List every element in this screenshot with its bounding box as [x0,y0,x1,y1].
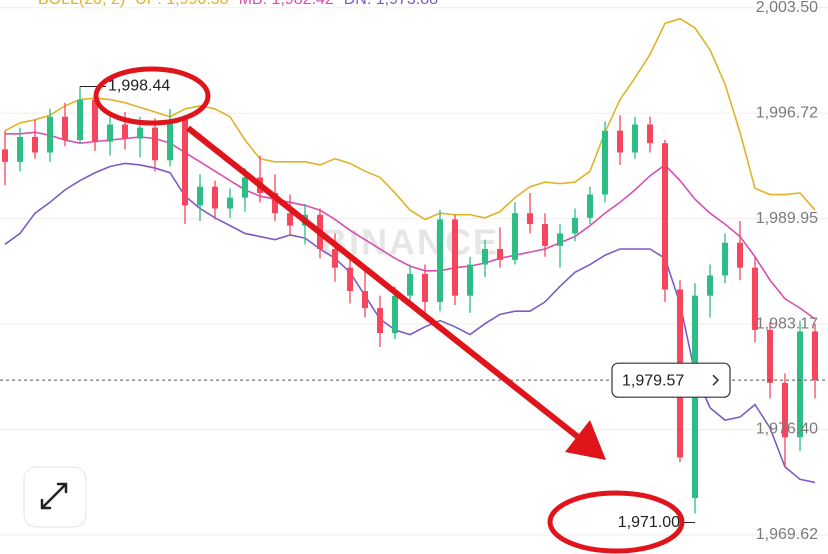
candle-body [497,248,503,260]
candle-body [572,217,578,234]
expand-icon[interactable] [40,482,68,510]
candle-body [722,242,728,276]
high-label: 1,998.44 [108,78,170,95]
header-item: DN: 1,973.88 [344,0,438,8]
candle-body [107,124,113,142]
y-tick-label: 1,996.72 [756,105,818,122]
candle-body [377,308,383,334]
candle-body [197,186,203,206]
chevron [712,374,720,386]
candle-body [137,127,143,139]
candle-body [782,382,788,438]
y-tick-label: 1,969.62 [756,526,818,543]
candle-body [767,329,773,383]
candle-body [62,116,68,141]
indicator-header: BOLL(20, 2) UP: 1,990.58 MB: 1,982.42 DN: 1… [38,0,438,8]
candle-body [662,143,668,290]
grid [0,7,828,536]
candle-body [752,267,758,330]
candle-body [527,213,533,225]
candle-body [347,267,353,292]
candle-body [17,136,23,162]
arrow-head [565,420,606,460]
candle-body [332,248,338,268]
candle-body [122,124,128,139]
y-tick-label: 1,983.17 [756,315,818,332]
header-item: MB: 1,982.42 [239,0,334,8]
candle-body [812,331,818,381]
candle-body [467,264,473,296]
y-tick-label: 1,989.95 [756,210,818,227]
candle-body [242,177,248,198]
candle-body [407,273,413,296]
candle-body [227,197,233,209]
candle-body [452,219,458,296]
candle-body [392,295,398,334]
candle-body [617,130,623,153]
candle-body [152,127,158,161]
header-item: BOLL(20, 2) [38,0,125,8]
candle-body [167,119,173,161]
highlight-ellipse [93,66,211,126]
candle-body [77,99,83,141]
low-label: 1,971.00 [618,514,680,531]
candle-body [2,149,8,162]
y-tick-label: 2,003.50 [756,0,818,16]
candle-body [92,99,98,142]
candle-body [542,224,548,246]
expand-button[interactable] [23,466,87,528]
expand-box[interactable] [23,466,87,528]
y-tick-label: 1,976.40 [756,421,818,438]
candle-body [737,242,743,268]
candle-body [362,291,368,309]
last-price-box [611,362,731,398]
candle-body [272,192,278,214]
arrow-line [186,125,580,440]
candle-body [797,331,803,438]
candle-body [182,119,188,206]
candle-body [587,194,593,218]
candle-body [212,186,218,209]
candle-body [647,124,653,144]
candle-body [287,213,293,226]
candle-body [512,213,518,260]
candle-body [602,130,608,195]
candle-body [422,273,428,302]
last-price-label: 1,979.57 [622,372,684,389]
candle-body [437,219,443,302]
header-item: UP: 1,990.58 [135,0,229,8]
candle-body [32,136,38,153]
candle-body [47,116,53,153]
candle-body [707,275,713,296]
candle-body [557,233,563,246]
candle-body [632,124,638,153]
candle-body [482,248,488,265]
candles [2,86,818,514]
boll-band [4,17,816,221]
highlight-ellipse [547,490,685,554]
